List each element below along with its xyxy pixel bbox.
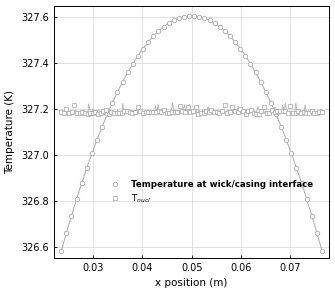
- T$_{nucl}$: [304, 111, 308, 115]
- Temperature at wick/casing interface: [182, 15, 186, 19]
- Temperature at wick/casing interface: [233, 40, 237, 44]
- X-axis label: x position (m): x position (m): [155, 278, 228, 288]
- Temperature at wick/casing interface: [187, 14, 191, 18]
- T$_{nucl}$: [217, 111, 221, 115]
- Legend: Temperature at wick/casing interface, T$_{nucl}$: Temperature at wick/casing interface, T$…: [102, 176, 317, 208]
- Temperature at wick/casing interface: [59, 249, 63, 253]
- T$_{nucl}$: [123, 109, 127, 113]
- T$_{nucl}$: [196, 112, 200, 116]
- T$_{nucl}$: [244, 113, 248, 116]
- Temperature at wick/casing interface: [80, 181, 84, 185]
- T$_{nucl}$: [312, 111, 316, 115]
- T$_{nucl}$: [72, 103, 76, 107]
- Line: Temperature at wick/casing interface: Temperature at wick/casing interface: [59, 14, 324, 253]
- Temperature at wick/casing interface: [305, 197, 309, 201]
- T$_{nucl}$: [112, 112, 116, 115]
- Temperature at wick/casing interface: [320, 249, 324, 253]
- Y-axis label: Temperature (K): Temperature (K): [6, 90, 15, 174]
- Temperature at wick/casing interface: [151, 34, 155, 38]
- Temperature at wick/casing interface: [223, 29, 227, 33]
- Line: T$_{nucl}$: T$_{nucl}$: [60, 103, 324, 116]
- T$_{nucl}$: [320, 110, 324, 113]
- T$_{nucl}$: [59, 110, 63, 113]
